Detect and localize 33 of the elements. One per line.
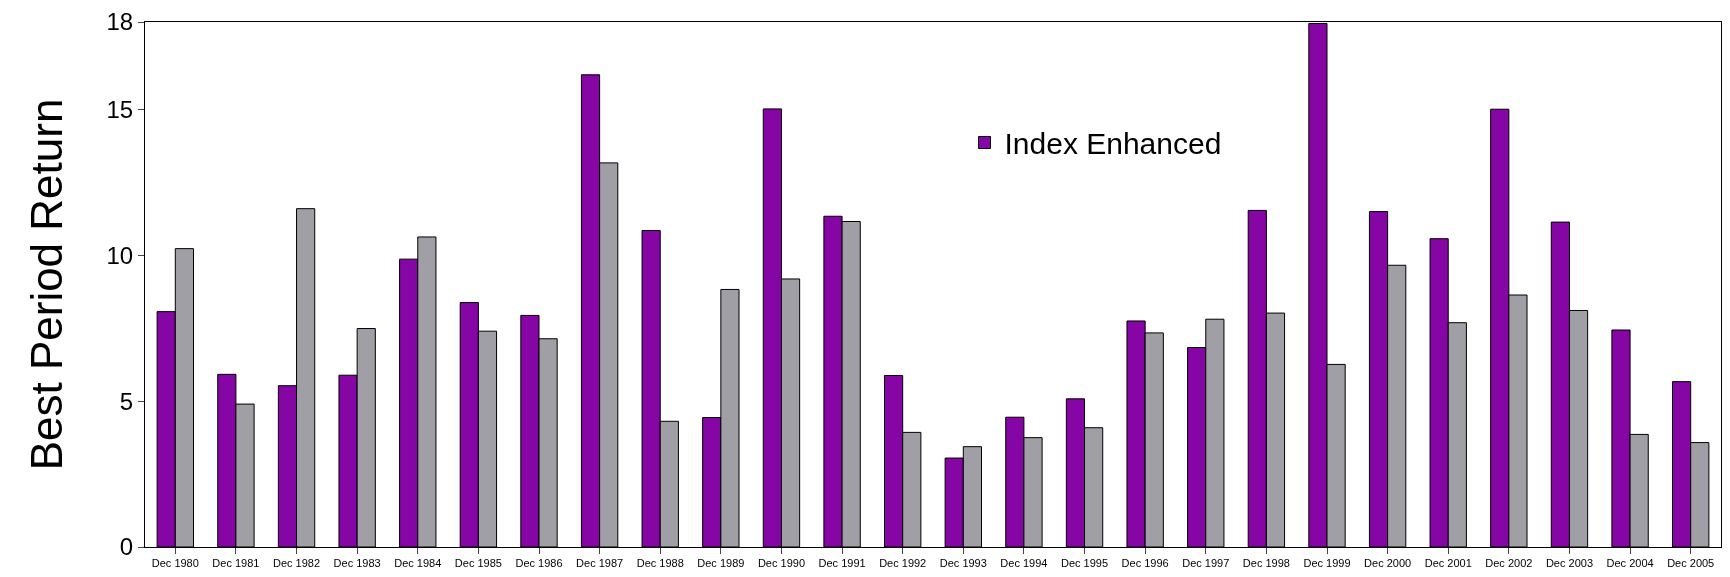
y-tick-label: 0: [119, 533, 134, 561]
x-tick-label: Dec 1991: [818, 557, 866, 570]
x-tick-label: Dec 1997: [1182, 557, 1230, 570]
x-tick-label: Dec 1999: [1303, 557, 1351, 570]
x-tick-label: Dec 1992: [879, 557, 927, 570]
y-axis-title: Best Period Return: [21, 98, 71, 471]
x-tick-label: Dec 2001: [1424, 557, 1472, 570]
y-tick-label: 10: [106, 241, 134, 269]
x-tick-label: Dec 1996: [1121, 557, 1169, 570]
x-tick-label: Dec 2005: [1667, 557, 1715, 570]
x-tick-label: Dec 1980: [151, 557, 199, 570]
x-tick-label: Dec 1989: [697, 557, 745, 570]
x-tick-label: Dec 1982: [272, 557, 321, 570]
x-tick-label: Dec 1985: [454, 557, 502, 570]
x-tick-label: Dec 1986: [515, 557, 563, 570]
x-tick-label: Dec 1993: [939, 557, 987, 570]
x-tick-label: Dec 1995: [1060, 557, 1109, 570]
x-tick-label: Dec 2000: [1364, 557, 1412, 570]
x-tick-label: Dec 2004: [1606, 557, 1654, 570]
legend-label: Index Enhanced: [1004, 127, 1222, 161]
x-tick-label: Dec 1990: [757, 557, 806, 570]
x-tick-label: Dec 1981: [212, 557, 260, 570]
x-tick-label: Dec 1984: [394, 557, 442, 570]
x-tick-label: Dec 1994: [1000, 557, 1048, 570]
y-tick-label: 5: [119, 387, 134, 415]
x-tick-label: Dec 1988: [636, 557, 684, 570]
x-tick-label: Dec 1987: [576, 557, 624, 570]
y-tick-label: 15: [106, 95, 134, 123]
y-tick-label: 18: [106, 8, 134, 36]
x-tick-label: Dec 1983: [333, 557, 381, 570]
x-tick-label: Dec 2002: [1485, 557, 1533, 570]
x-tick-label: Dec 2003: [1545, 557, 1594, 570]
x-tick-label: Dec 1998: [1242, 557, 1290, 570]
